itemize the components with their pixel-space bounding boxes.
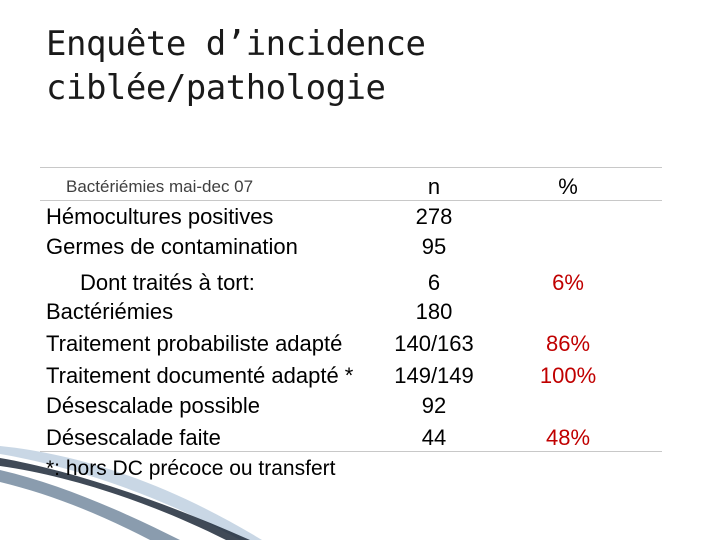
row-percent: 86% — [545, 331, 591, 356]
row-percent: 100% — [539, 363, 597, 388]
title-line-1: Enquête d’incidence — [46, 24, 426, 64]
row-n: 44 — [421, 425, 447, 450]
row-percent: 48% — [545, 425, 591, 450]
table-row: Traitement probabiliste adapté 140/163 8… — [0, 329, 720, 359]
row-label: Traitement documenté adapté * — [46, 363, 354, 388]
row-n: 149/149 — [394, 363, 474, 388]
table-row: Traitement documenté adapté * 149/149 10… — [0, 361, 720, 391]
table-header-n: n — [427, 174, 441, 199]
row-percent: 6% — [552, 270, 584, 295]
table-top-rule — [40, 167, 662, 168]
row-n: 92 — [421, 393, 447, 418]
table-header-rule — [40, 200, 662, 201]
table-row: Désescalade faite 44 48% — [0, 423, 720, 453]
row-label: Traitement probabiliste adapté — [46, 331, 343, 356]
slide-corner-decoration — [0, 446, 262, 540]
table-row: Bactériémies 180 — [0, 297, 720, 327]
page-title: Enquête d’incidence ciblée/pathologie — [46, 22, 606, 110]
row-label: Germes de contamination — [46, 234, 298, 259]
row-label: Dont traités à tort: — [80, 270, 255, 295]
row-label: Hémocultures positives — [46, 204, 274, 229]
title-line-2: ciblée/pathologie — [46, 68, 386, 108]
table-header-percent: % — [558, 174, 578, 199]
row-label: Bactériémies — [46, 299, 174, 324]
table-row: Dont traités à tort: 6 6% — [0, 268, 720, 298]
footnote: *: hors DC précoce ou transfert — [46, 457, 336, 480]
table-bottom-rule — [40, 451, 662, 452]
table-row: Désescalade possible 92 — [0, 391, 720, 421]
table-row: Hémocultures positives 278 — [0, 202, 720, 232]
row-n: 278 — [415, 204, 453, 229]
row-n: 180 — [415, 299, 453, 324]
row-n: 6 — [427, 270, 441, 295]
row-n: 140/163 — [394, 331, 474, 356]
table-row: Germes de contamination 95 — [0, 232, 720, 262]
row-label: Désescalade faite — [46, 425, 221, 450]
row-label: Désescalade possible — [46, 393, 261, 418]
row-n: 95 — [421, 234, 447, 259]
table-header-label: Bactériémies mai-dec 07 — [66, 177, 254, 196]
